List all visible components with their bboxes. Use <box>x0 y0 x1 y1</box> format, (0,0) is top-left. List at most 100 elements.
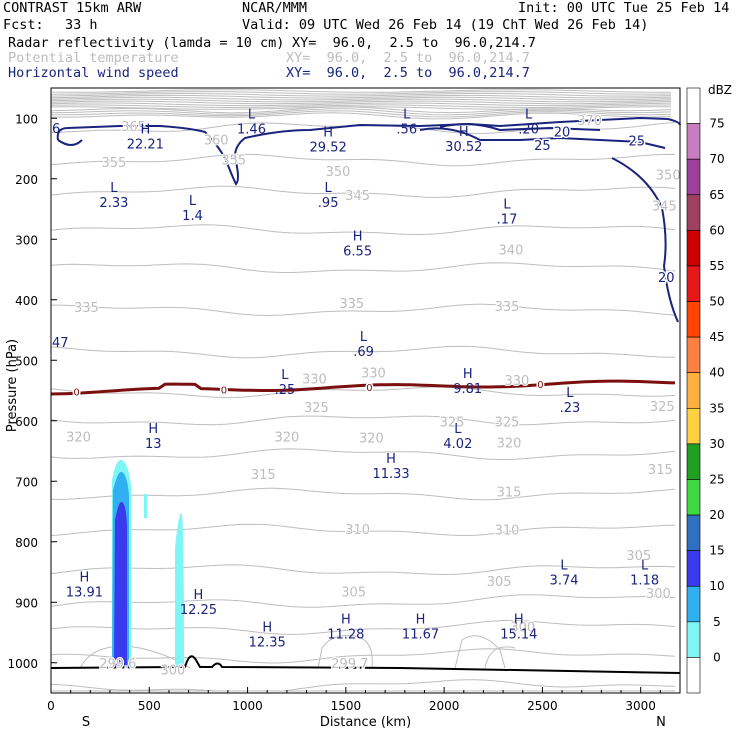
theta-isoline <box>50 108 672 116</box>
colorbar-tick-label: 30 <box>709 437 724 451</box>
theta-isoline <box>454 635 506 669</box>
extremum-marker: L <box>110 181 118 196</box>
extremum-marker: H <box>386 452 396 467</box>
theta-isoline <box>484 646 516 669</box>
wind-contour-label: 20 <box>658 271 675 286</box>
center-title: NCAR/MMM <box>242 0 308 16</box>
theta-isoline <box>50 564 676 576</box>
theta-isoline <box>50 92 672 97</box>
theta-isoline <box>50 102 672 107</box>
extremum-value: 1.46 <box>237 122 266 137</box>
extremum-marker: H <box>323 125 333 140</box>
wind-contour-label: 25 <box>534 139 551 154</box>
colorbar-swatch <box>686 585 701 623</box>
extremum-marker: L <box>503 197 511 212</box>
theta-isoline <box>50 89 672 93</box>
theta-contour-label: 315 <box>251 468 276 483</box>
theta-isoline <box>50 96 672 101</box>
theta-contour-label: 355 <box>221 153 246 168</box>
colorbar-swatch <box>686 158 701 196</box>
theta-contour-label: 335 <box>339 297 364 312</box>
colorbar-tick-label: 65 <box>709 188 724 202</box>
theta-contour-label: 320 <box>359 432 384 447</box>
theta-contour-label: 370 <box>577 114 602 129</box>
wind-contour-label: 25 <box>628 135 645 150</box>
extremum-value: 3.74 <box>550 574 579 589</box>
theta-contour-label: 320 <box>66 430 91 445</box>
extremum-marker: H <box>353 229 363 244</box>
theta-contour-label: 300 <box>160 663 185 678</box>
colorbar-tick-label: 75 <box>709 117 724 131</box>
x-axis-label: Distance (km) <box>320 715 411 730</box>
field-wind-xy: XY= 96.0, 2.5 to 96.0,214.7 <box>286 65 530 81</box>
theta-isoline <box>50 345 676 359</box>
y-tick-label: 400 <box>15 294 38 308</box>
theta-contour-label: 325 <box>650 400 675 415</box>
terrain-line <box>50 655 681 674</box>
colorbar-tick-label: 15 <box>709 544 724 558</box>
terrain-profile <box>50 655 681 674</box>
extremum-marker: H <box>194 588 204 603</box>
colorbar-swatch <box>686 514 701 551</box>
x-tick-label: 3000 <box>625 699 656 713</box>
extremum-value: 1.4 <box>182 209 203 224</box>
colorbar-swatch <box>686 621 701 658</box>
colorbar-tick-label: 40 <box>709 366 724 380</box>
colorbar-swatch <box>686 265 701 302</box>
wind-contours <box>56 116 681 323</box>
field-reflectivity: Radar reflectivity (lamda = 10 cm) <box>8 35 285 51</box>
extremum-value: 22.21 <box>127 137 164 152</box>
theta-contour-label: 345 <box>345 189 370 204</box>
theta-contour-label: 360 <box>204 133 229 148</box>
extremum-value: .95 <box>318 196 339 211</box>
field-reflectivity-xy: XY= 96.0, 2.5 to 96.0,214.7 <box>292 35 536 51</box>
extremum-value: 6.55 <box>343 244 372 259</box>
theta-contour-label: 355 <box>101 156 126 171</box>
theta-contour-label: 325 <box>495 415 520 430</box>
extremum-value: 13 <box>145 437 162 452</box>
theta-isoline <box>51 303 676 317</box>
y-tick-label: 900 <box>15 596 38 610</box>
colorbar-tick-label: 70 <box>709 152 724 166</box>
y-tick-label: 500 <box>15 354 38 368</box>
contour-labels: 370 365 360 355 355 350 350 345 345 340 335 335 335 3… <box>52 107 682 679</box>
y-tick-label: 600 <box>15 415 38 429</box>
zero-wind-contour <box>50 379 676 396</box>
extremum-value: .56 <box>396 122 417 137</box>
colorbar-swatch <box>686 479 701 516</box>
reflectivity-shading <box>112 459 184 668</box>
colorbar-swatch <box>686 301 701 338</box>
extremum-value: 30.52 <box>445 140 482 155</box>
reflectivity-cell-10dbz <box>144 494 147 518</box>
theta-contour-label: 299.7 <box>331 657 368 672</box>
colorbar-swatch <box>686 657 701 694</box>
colorbar-swatch <box>686 123 701 160</box>
theta-contour-label: 315 <box>497 486 522 501</box>
x-axis-end-label-north: N <box>656 715 666 730</box>
theta-contour-label: 300 <box>510 620 535 635</box>
extremum-value: .17 <box>497 212 518 227</box>
y-axis-label: Pressure (hPa) <box>5 339 20 432</box>
valid-time: Valid: 09 UTC Wed 26 Feb 14 (19 ChT Wed … <box>242 17 649 33</box>
wind-speed-contour <box>611 157 679 323</box>
theta-isoline <box>50 448 676 460</box>
extremum-marker: L <box>325 181 333 196</box>
zero-line-label: 0 <box>221 385 227 396</box>
theta-isoline <box>50 262 676 273</box>
extremum-marker: H <box>140 122 150 137</box>
colorbar-swatch <box>686 550 701 587</box>
extremum-marker: L <box>403 107 411 122</box>
theta-isoline <box>50 224 676 236</box>
x-tick-label: 0 <box>47 699 55 713</box>
theta-isoline <box>50 104 672 109</box>
forecast-label: Fcst: <box>3 17 44 33</box>
colorbar-tick-label: 55 <box>709 259 724 273</box>
theta-isoline <box>50 110 672 118</box>
colorbar-unit: dBZ <box>708 83 732 97</box>
theta-isoline <box>50 487 676 501</box>
y-tick-label: 200 <box>15 173 38 187</box>
extremum-value: .69 <box>353 345 374 360</box>
theta-contour-label: 335 <box>495 300 520 315</box>
